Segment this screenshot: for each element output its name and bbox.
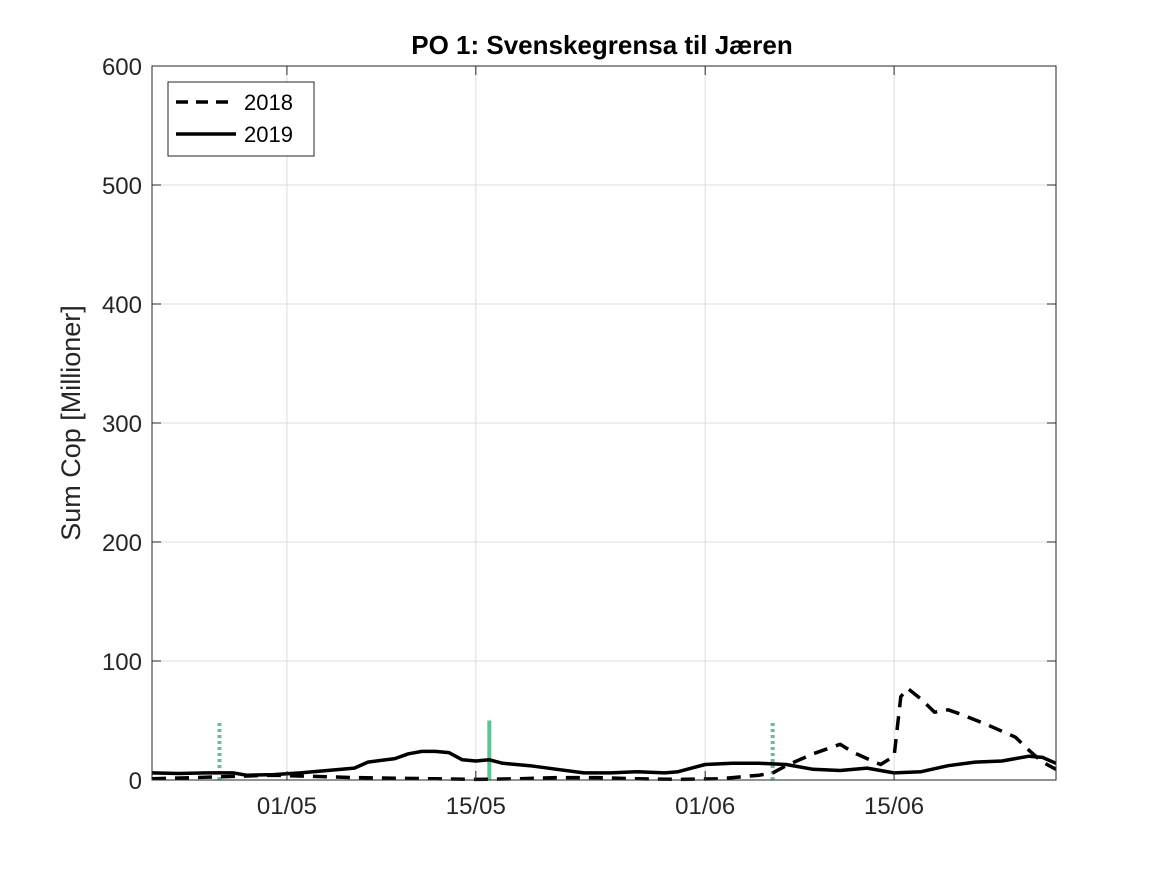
y-axis-label: Sum Cop [Millioner] [56,305,86,541]
y-tick-label: 0 [129,768,142,795]
x-tick-label: 01/05 [257,793,317,820]
y-tick-label: 300 [102,411,142,438]
series-line-2018 [151,686,1057,782]
chart-title: PO 1: Svenskegrensa til Jæren [411,30,793,60]
x-tick-label: 01/06 [675,793,735,820]
x-tick-label: 15/05 [446,793,506,820]
legend-label-2019: 2019 [244,122,293,147]
series [151,686,1057,782]
x-axis-ticks: 01/05 15/05 01/06 15/06 [257,66,924,820]
y-tick-label: 600 [102,54,142,81]
y-tick-label: 200 [102,530,142,557]
vertical-markers [217,720,775,780]
grid [152,65,1056,781]
series-line-2019 [151,749,1057,777]
x-tick-label: 15/06 [864,793,924,820]
legend: 2018 2019 [167,81,315,157]
y-axis-ticks: 0 100 200 300 400 500 600 [102,54,1056,795]
y-tick-label: 500 [102,173,142,200]
y-tick-label: 100 [102,649,142,676]
y-tick-label: 400 [102,292,142,319]
legend-box [167,81,315,157]
legend-label-2018: 2018 [244,90,293,115]
